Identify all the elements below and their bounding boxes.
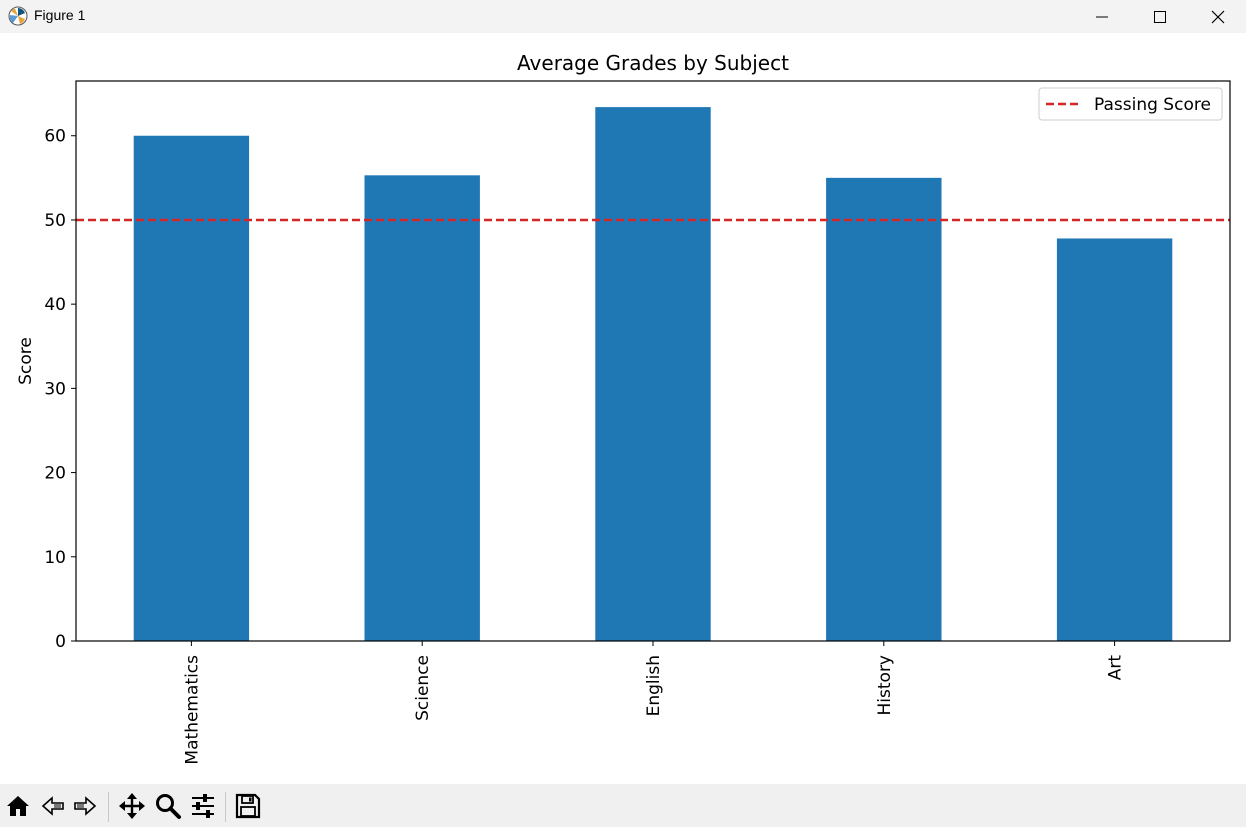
bar-english bbox=[595, 107, 711, 641]
toolbar-separator bbox=[108, 792, 109, 822]
matplotlib-logo-icon bbox=[8, 6, 28, 26]
configure-subplots-icon bbox=[192, 794, 214, 818]
forward-button[interactable] bbox=[71, 792, 99, 820]
x-tick-label-english: English bbox=[644, 655, 664, 716]
bar-chart: Average Grades by Subject 0102030405060 … bbox=[16, 51, 1231, 765]
minimize-button[interactable] bbox=[1073, 0, 1131, 33]
back-arrow-icon bbox=[41, 796, 64, 816]
toolbar-separator bbox=[225, 792, 226, 822]
configure-subplots-button[interactable] bbox=[189, 792, 217, 820]
legend: Passing Score bbox=[1038, 87, 1223, 121]
zoom-icon bbox=[156, 794, 181, 819]
save-icon bbox=[235, 793, 261, 819]
y-tick-label-60: 60 bbox=[44, 127, 66, 147]
y-tick-label-50: 50 bbox=[44, 211, 66, 231]
maximize-icon bbox=[1154, 10, 1166, 23]
chart-title: Average Grades by Subject bbox=[517, 51, 789, 75]
y-tick-label-20: 20 bbox=[44, 464, 66, 484]
bar-science bbox=[364, 175, 480, 641]
window-title: Figure 1 bbox=[34, 7, 86, 23]
y-tick-label-40: 40 bbox=[44, 295, 66, 315]
y-tick-label-0: 0 bbox=[55, 632, 66, 652]
home-icon bbox=[7, 796, 29, 816]
x-tick-label-science: Science bbox=[413, 655, 433, 721]
zoom-button[interactable] bbox=[154, 792, 182, 820]
close-icon bbox=[1211, 10, 1225, 23]
pan-button[interactable] bbox=[118, 792, 146, 820]
legend-box bbox=[1038, 87, 1223, 121]
x-tick-label-mathematics: Mathematics bbox=[182, 655, 202, 765]
figure-canvas[interactable]: Average Grades by Subject 0 10 20 30 40 50 60 … bbox=[0, 33, 1246, 784]
navigation-toolbar bbox=[0, 784, 1246, 827]
window-titlebar: Figure 1 bbox=[0, 0, 1246, 33]
bar-history bbox=[826, 177, 942, 641]
y-tick-label-30: 30 bbox=[44, 379, 66, 399]
maximize-button[interactable] bbox=[1131, 0, 1189, 33]
bar-art bbox=[1056, 238, 1173, 641]
home-button[interactable] bbox=[4, 792, 32, 820]
close-button[interactable] bbox=[1189, 0, 1246, 33]
forward-arrow-icon bbox=[74, 796, 97, 816]
save-button[interactable] bbox=[234, 792, 262, 820]
bar-mathematics bbox=[133, 135, 250, 641]
x-tick-label-history: History bbox=[875, 655, 895, 715]
minimize-icon bbox=[1096, 16, 1108, 17]
pan-icon bbox=[119, 793, 145, 819]
y-axis-label: Score bbox=[16, 337, 36, 385]
x-tick-label-art: Art bbox=[1106, 655, 1126, 681]
legend-label-passing-score: Passing Score bbox=[1094, 95, 1211, 115]
y-tick-label-10: 10 bbox=[44, 548, 66, 568]
back-button[interactable] bbox=[39, 792, 67, 820]
